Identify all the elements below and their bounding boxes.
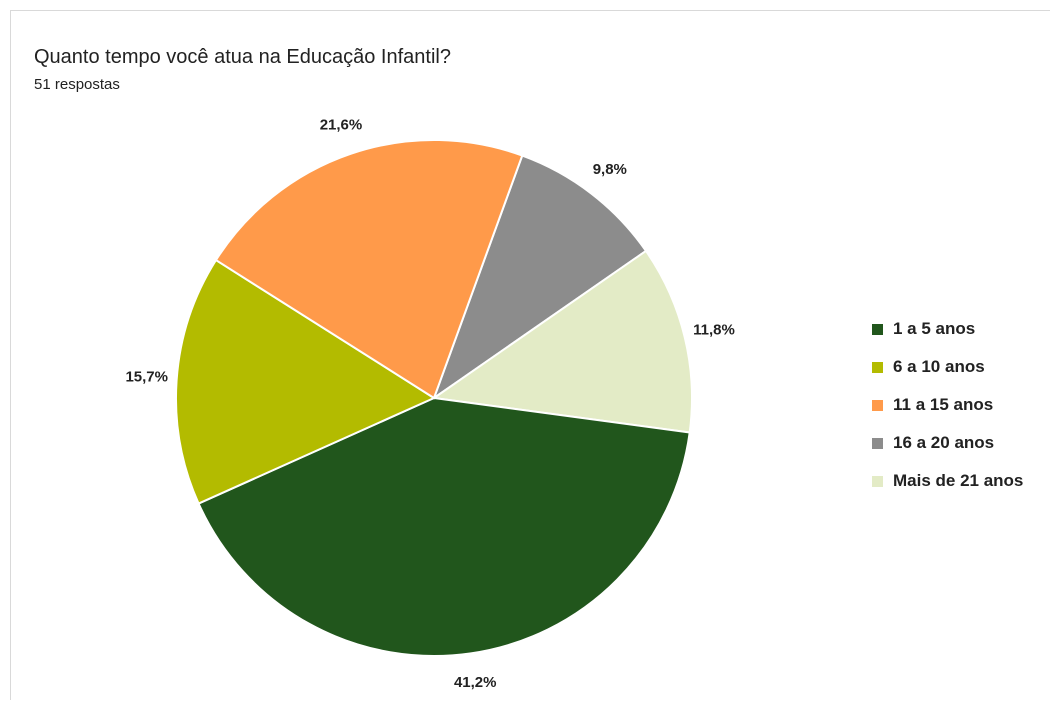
legend-swatch: [872, 323, 883, 335]
legend-label: 6 a 10 anos: [893, 357, 985, 376]
legend-item-16-a-20-anos: 16 a 20 anos: [872, 424, 1023, 462]
pie-slice-11-a-15-anos: [214, 139, 524, 400]
legend-item-11-a-15-anos: 11 a 15 anos: [872, 386, 1023, 424]
pie-slice-mais-de-21-anos: [431, 249, 693, 434]
data-label-6-a-10-anos: 15,7%: [125, 368, 168, 385]
legend-item-mais-de-21-anos: Mais de 21 anos: [872, 462, 1023, 500]
legend-item-6-a-10-anos: 6 a 10 anos: [872, 348, 1023, 386]
chart-legend: 1 a 5 anos 6 a 10 anos 11 a 15 anos 16 a…: [872, 310, 1023, 500]
legend-label: 1 a 5 anos: [893, 319, 976, 338]
legend-swatch: [872, 399, 883, 411]
chart-subtitle: 51 respostas: [34, 76, 120, 93]
data-label-1-a-5-anos: 41,2%: [454, 674, 497, 691]
legend-swatch: [872, 437, 883, 449]
data-label-mais-de-21-anos: 11,8%: [693, 322, 735, 339]
data-label-11-a-15-anos: 21,6%: [320, 116, 363, 133]
legend-label: Mais de 21 anos: [893, 471, 1024, 490]
data-label-16-a-20-anos: 9,8%: [593, 161, 627, 178]
pie-slice-1-a-5-anos: [197, 396, 691, 657]
legend-label: 11 a 15 anos: [893, 395, 994, 414]
pie-slice-16-a-20-anos: [431, 154, 648, 401]
pie-slice-6-a-10-anos: [175, 258, 437, 505]
chart-title: Quanto tempo você atua na Educação Infan…: [34, 46, 451, 68]
legend-item-1-a-5-anos: 1 a 5 anos: [872, 310, 1023, 348]
legend-swatch: [872, 361, 883, 373]
legend-label: 16 a 20 anos: [893, 433, 995, 452]
legend-swatch: [872, 475, 883, 487]
